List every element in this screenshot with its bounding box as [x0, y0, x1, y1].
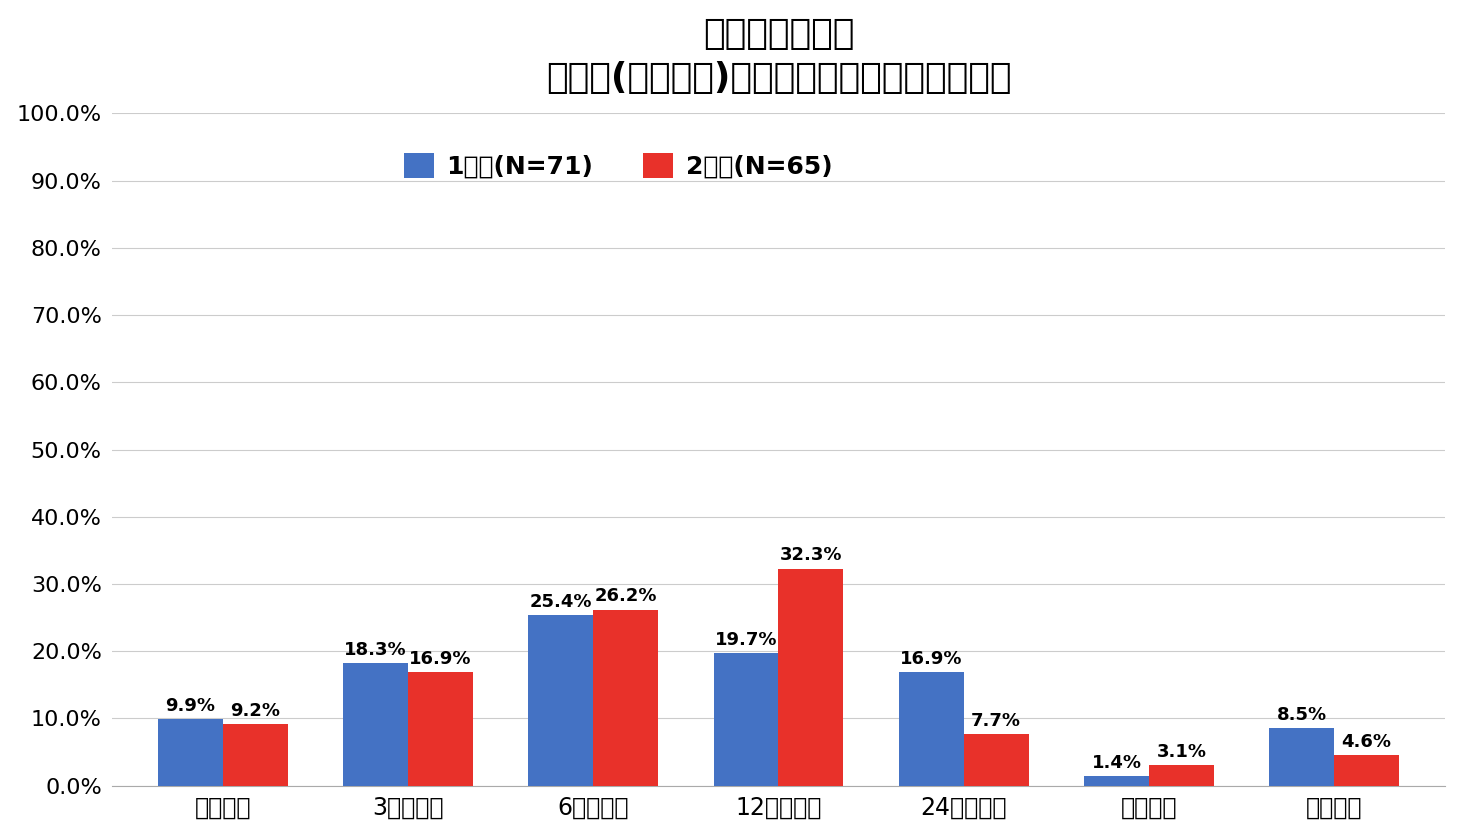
Bar: [408, 672, 472, 786]
Bar: [1335, 755, 1399, 786]
Text: 4.6%: 4.6%: [1342, 732, 1392, 751]
Bar: [713, 653, 778, 786]
Bar: [1085, 776, 1149, 786]
Bar: [344, 663, 408, 786]
Text: 16.9%: 16.9%: [409, 650, 472, 668]
Legend: 1回目(N=71), 2回目(N=65): 1回目(N=71), 2回目(N=65): [395, 143, 842, 189]
Bar: [963, 734, 1028, 786]
Text: 9.9%: 9.9%: [165, 697, 215, 715]
Text: 19.7%: 19.7%: [715, 631, 778, 650]
Text: 18.3%: 18.3%: [344, 640, 406, 659]
Bar: [528, 615, 594, 786]
Text: 16.9%: 16.9%: [901, 650, 962, 668]
Bar: [1149, 765, 1213, 786]
Bar: [778, 568, 844, 786]
Bar: [222, 724, 288, 786]
Text: 1.4%: 1.4%: [1092, 754, 1142, 772]
Title: コロナワクチン
副反応(注射部位)が発生するまでにかかる時間: コロナワクチン 副反応(注射部位)が発生するまでにかかる時間: [545, 17, 1012, 95]
Bar: [158, 719, 222, 786]
Bar: [899, 672, 963, 786]
Text: 8.5%: 8.5%: [1276, 706, 1327, 725]
Text: 25.4%: 25.4%: [529, 593, 592, 611]
Text: 26.2%: 26.2%: [595, 588, 656, 605]
Text: 32.3%: 32.3%: [779, 547, 842, 564]
Bar: [1269, 728, 1335, 786]
Text: 7.7%: 7.7%: [971, 711, 1020, 730]
Text: 3.1%: 3.1%: [1156, 742, 1206, 761]
Text: 9.2%: 9.2%: [230, 701, 281, 720]
Bar: [594, 609, 658, 786]
